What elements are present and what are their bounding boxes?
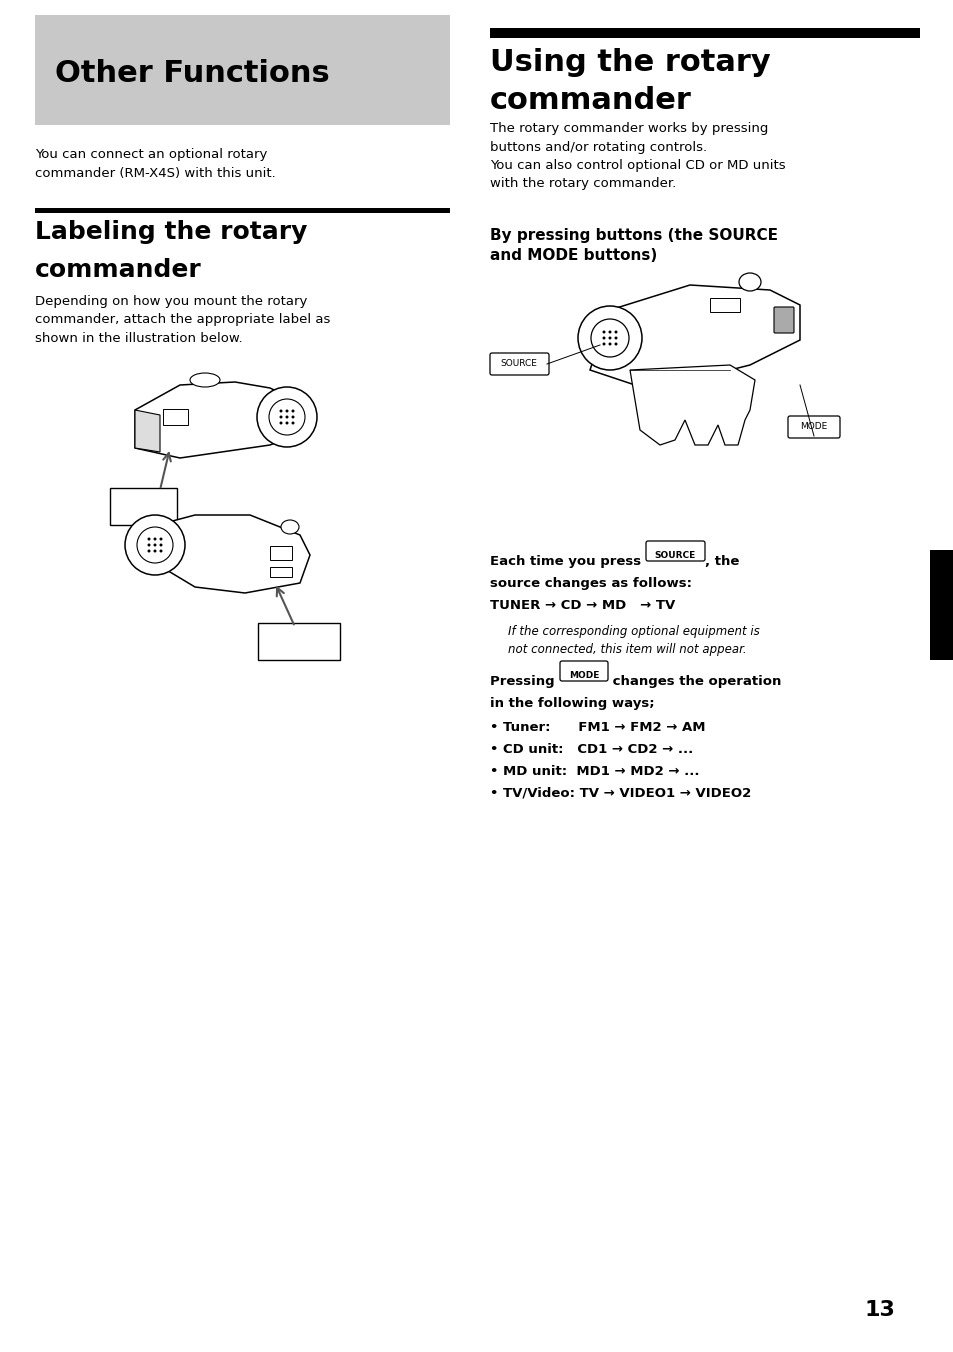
Text: Labeling the rotary: Labeling the rotary bbox=[35, 220, 307, 243]
Circle shape bbox=[285, 415, 288, 419]
Text: SOURCE: SOURCE bbox=[500, 360, 537, 369]
Circle shape bbox=[608, 342, 611, 346]
Circle shape bbox=[292, 415, 294, 419]
Ellipse shape bbox=[190, 373, 220, 387]
Polygon shape bbox=[135, 410, 160, 452]
Circle shape bbox=[602, 330, 605, 334]
Circle shape bbox=[279, 422, 282, 425]
Text: 13: 13 bbox=[863, 1301, 895, 1320]
Text: • TV/Video: TV → VIDEO1 → VIDEO2: • TV/Video: TV → VIDEO1 → VIDEO2 bbox=[490, 787, 750, 800]
Circle shape bbox=[602, 342, 605, 346]
Circle shape bbox=[148, 538, 151, 541]
Circle shape bbox=[614, 337, 617, 339]
Text: Using the rotary: Using the rotary bbox=[490, 49, 770, 77]
FancyBboxPatch shape bbox=[773, 307, 793, 333]
Text: Depending on how you mount the rotary
commander, attach the appropriate label as: Depending on how you mount the rotary co… bbox=[35, 295, 330, 345]
Text: MODE: MODE bbox=[568, 671, 598, 680]
FancyBboxPatch shape bbox=[645, 541, 704, 561]
Circle shape bbox=[292, 410, 294, 412]
Text: • MD unit:  MD1 → MD2 → ...: • MD unit: MD1 → MD2 → ... bbox=[490, 765, 699, 777]
Text: • Tuner:      FM1 → FM2 → AM: • Tuner: FM1 → FM2 → AM bbox=[490, 721, 705, 734]
Text: SOURCE: SOURCE bbox=[654, 552, 695, 560]
Polygon shape bbox=[589, 285, 800, 389]
FancyBboxPatch shape bbox=[787, 416, 840, 438]
FancyBboxPatch shape bbox=[559, 661, 607, 681]
Text: Other Functions: Other Functions bbox=[55, 59, 330, 88]
Circle shape bbox=[159, 538, 162, 541]
Circle shape bbox=[159, 549, 162, 553]
Polygon shape bbox=[110, 488, 177, 525]
Circle shape bbox=[614, 342, 617, 346]
Text: MODE: MODE bbox=[800, 422, 827, 431]
Circle shape bbox=[578, 306, 641, 370]
Circle shape bbox=[256, 387, 316, 448]
Text: in the following ways;: in the following ways; bbox=[490, 698, 654, 710]
Circle shape bbox=[153, 538, 156, 541]
Bar bbox=[709, 297, 740, 312]
FancyBboxPatch shape bbox=[490, 353, 548, 375]
Circle shape bbox=[608, 330, 611, 334]
Text: The rotary commander works by pressing
buttons and/or rotating controls.
You can: The rotary commander works by pressing b… bbox=[490, 122, 785, 191]
Text: , the: , the bbox=[704, 556, 739, 568]
Circle shape bbox=[285, 410, 288, 412]
Text: If the corresponding optional equipment is
not connected, this item will not app: If the corresponding optional equipment … bbox=[507, 625, 759, 656]
Circle shape bbox=[279, 415, 282, 419]
Text: TUNER → CD → MD   → TV: TUNER → CD → MD → TV bbox=[490, 599, 675, 612]
Polygon shape bbox=[150, 515, 310, 594]
Circle shape bbox=[292, 422, 294, 425]
Text: Each time you press: Each time you press bbox=[490, 556, 645, 568]
Circle shape bbox=[153, 549, 156, 553]
Circle shape bbox=[153, 544, 156, 546]
Text: commander: commander bbox=[490, 87, 691, 115]
Text: changes the operation: changes the operation bbox=[607, 675, 781, 688]
Text: You can connect an optional rotary
commander (RM-X4S) with this unit.: You can connect an optional rotary comma… bbox=[35, 147, 275, 180]
Text: • CD unit:   CD1 → CD2 → ...: • CD unit: CD1 → CD2 → ... bbox=[490, 744, 693, 756]
Bar bbox=[35, 208, 450, 214]
Text: Pressing: Pressing bbox=[490, 675, 558, 688]
Bar bbox=[490, 28, 919, 38]
Circle shape bbox=[125, 515, 185, 575]
Circle shape bbox=[608, 337, 611, 339]
Bar bbox=[929, 550, 953, 660]
Circle shape bbox=[614, 330, 617, 334]
Text: commander: commander bbox=[35, 258, 201, 283]
Circle shape bbox=[148, 544, 151, 546]
Ellipse shape bbox=[281, 521, 298, 534]
Circle shape bbox=[148, 549, 151, 553]
Bar bbox=[270, 566, 292, 577]
Text: By pressing buttons (the SOURCE
and MODE buttons): By pressing buttons (the SOURCE and MODE… bbox=[490, 228, 778, 262]
Circle shape bbox=[159, 544, 162, 546]
Bar bbox=[35, 15, 450, 124]
Polygon shape bbox=[135, 383, 294, 458]
Circle shape bbox=[279, 410, 282, 412]
Bar bbox=[163, 410, 188, 425]
Circle shape bbox=[602, 337, 605, 339]
Circle shape bbox=[285, 422, 288, 425]
Bar bbox=[270, 546, 292, 560]
Polygon shape bbox=[257, 623, 339, 660]
Text: source changes as follows:: source changes as follows: bbox=[490, 577, 691, 589]
Polygon shape bbox=[629, 365, 754, 445]
Ellipse shape bbox=[739, 273, 760, 291]
